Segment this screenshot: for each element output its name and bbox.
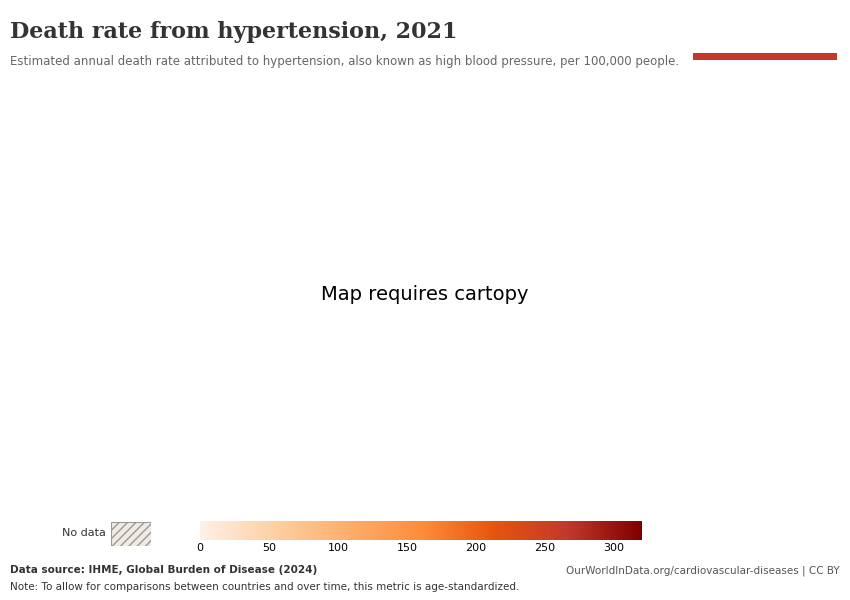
- Text: No data: No data: [62, 528, 106, 538]
- Text: Data source: IHME, Global Burden of Disease (2024): Data source: IHME, Global Burden of Dise…: [10, 565, 317, 575]
- Text: in Data: in Data: [741, 31, 789, 44]
- Bar: [693, 53, 837, 60]
- Text: OurWorldInData.org/cardiovascular-diseases | CC BY: OurWorldInData.org/cardiovascular-diseas…: [566, 565, 840, 576]
- Text: Estimated annual death rate attributed to hypertension, also known as high blood: Estimated annual death rate attributed t…: [10, 55, 679, 68]
- Text: Note: To allow for comparisons between countries and over time, this metric is a: Note: To allow for comparisons between c…: [10, 582, 519, 592]
- Text: Our World: Our World: [732, 14, 798, 27]
- Text: Death rate from hypertension, 2021: Death rate from hypertension, 2021: [10, 21, 457, 43]
- Text: Map requires cartopy: Map requires cartopy: [321, 284, 529, 304]
